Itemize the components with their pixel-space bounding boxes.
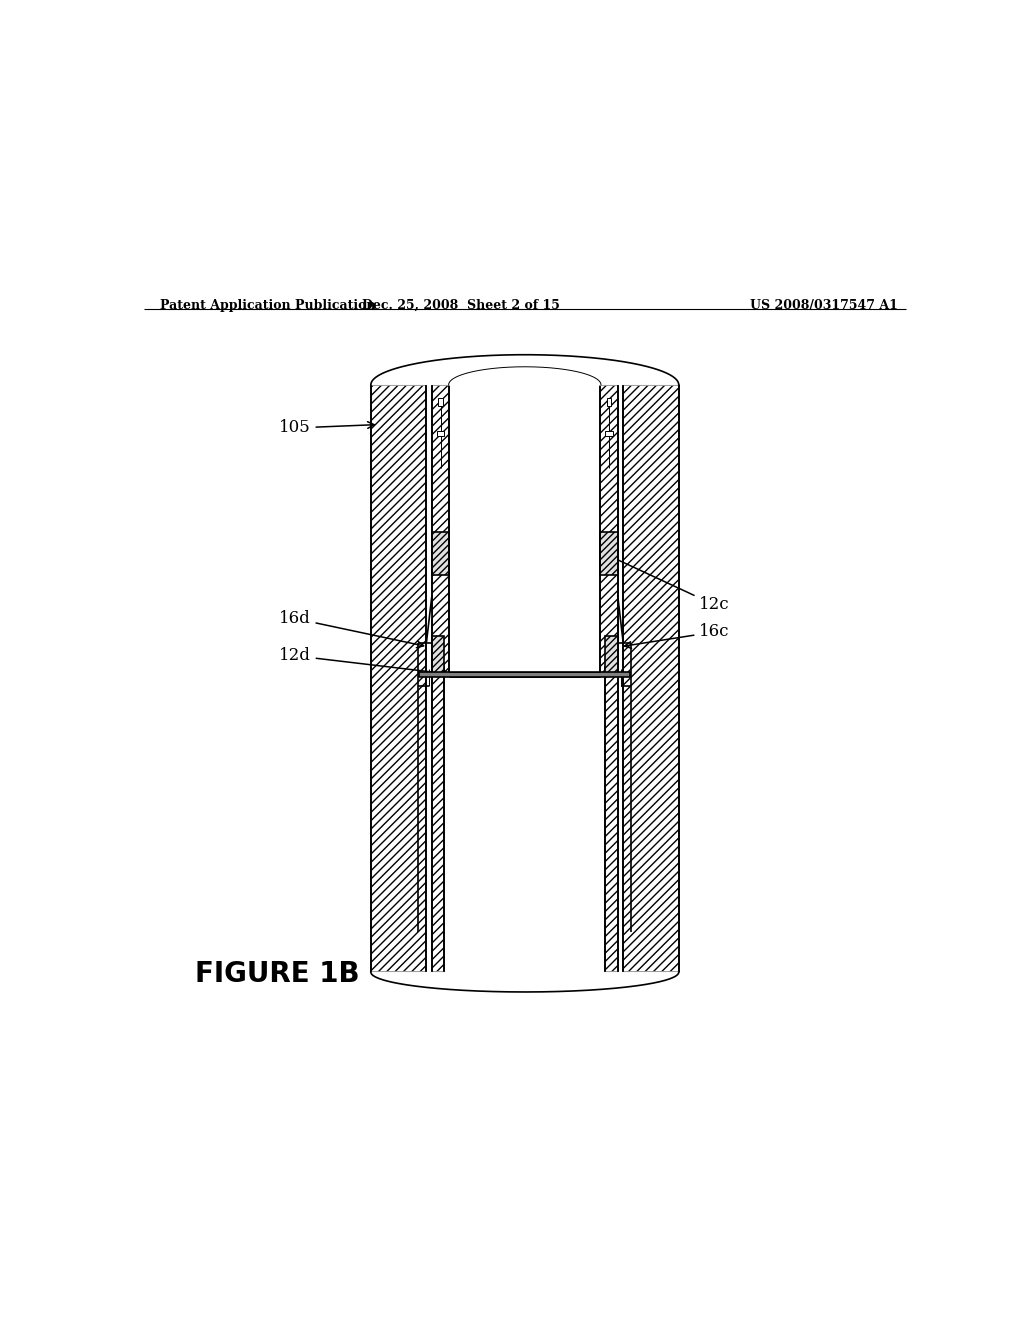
Bar <box>605 667 617 972</box>
Text: US 2008/0317547 A1: US 2008/0317547 A1 <box>750 300 898 312</box>
Bar <box>432 532 450 576</box>
Text: Dec. 25, 2008  Sheet 2 of 15: Dec. 25, 2008 Sheet 2 of 15 <box>362 300 560 312</box>
Bar <box>606 399 611 407</box>
Text: 12c: 12c <box>608 556 730 614</box>
Text: 105: 105 <box>279 420 375 437</box>
Bar <box>437 430 444 437</box>
Bar <box>371 385 426 972</box>
Text: 16c: 16c <box>625 623 730 648</box>
Text: 16d: 16d <box>279 610 424 648</box>
Bar <box>432 667 444 972</box>
Bar <box>605 430 612 437</box>
Bar <box>624 385 679 972</box>
Bar <box>419 672 631 677</box>
Bar <box>438 399 443 407</box>
Text: Patent Application Publication: Patent Application Publication <box>160 300 375 312</box>
Polygon shape <box>449 367 601 385</box>
Bar <box>426 675 624 972</box>
Polygon shape <box>426 611 432 643</box>
Text: 12d: 12d <box>279 647 449 677</box>
Polygon shape <box>371 355 679 385</box>
Bar <box>432 385 450 675</box>
Text: FIGURE 1B: FIGURE 1B <box>196 960 360 987</box>
Bar <box>605 636 617 675</box>
Bar <box>450 385 600 675</box>
Bar <box>600 532 617 576</box>
Bar <box>600 385 617 675</box>
Bar <box>432 636 444 675</box>
Polygon shape <box>371 972 679 991</box>
